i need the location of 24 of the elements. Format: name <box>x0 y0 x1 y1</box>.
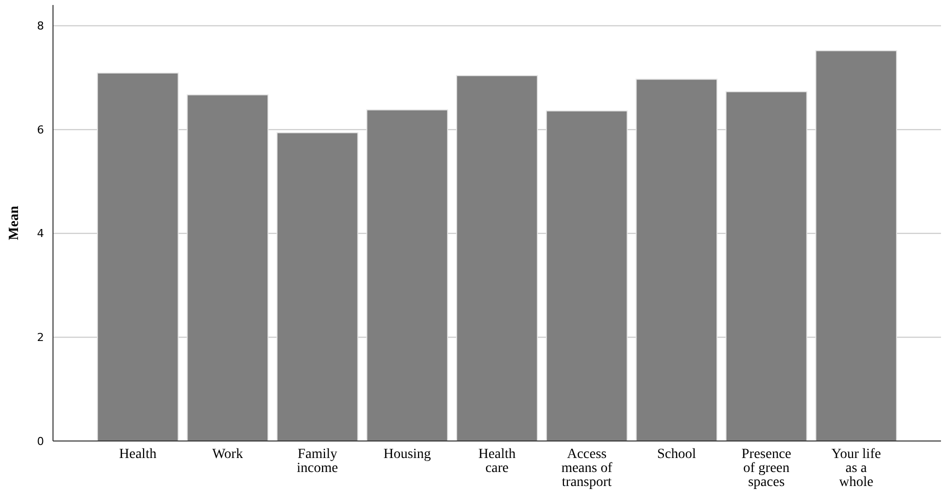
bar <box>636 78 718 442</box>
bar <box>186 94 269 442</box>
y-axis-title: Mean <box>7 206 22 240</box>
x-tick-label: Work <box>212 447 243 462</box>
x-tick-label: Housing <box>383 447 431 462</box>
bar <box>276 132 358 442</box>
y-tick-label: 6 <box>37 123 44 136</box>
bar <box>546 110 628 442</box>
bar <box>456 75 538 442</box>
x-tick-label: Health <box>119 447 156 462</box>
x-tick-label: Your life as a whole <box>831 447 881 490</box>
x-tick-label: Family income <box>296 447 338 476</box>
y-tick-label: 2 <box>37 331 44 344</box>
x-tick-label: School <box>657 447 696 462</box>
y-tick-label: 8 <box>37 20 44 33</box>
x-tick-label: Health care <box>478 447 516 476</box>
x-tick-label: Presence of green spaces <box>742 447 792 490</box>
x-tick-label: Access means of transport <box>561 447 613 490</box>
y-tick-label: 0 <box>37 434 44 448</box>
bar <box>725 91 808 442</box>
bar <box>815 50 898 442</box>
y-tick-label: 4 <box>37 227 44 240</box>
bar <box>366 109 448 442</box>
bar <box>96 72 179 442</box>
